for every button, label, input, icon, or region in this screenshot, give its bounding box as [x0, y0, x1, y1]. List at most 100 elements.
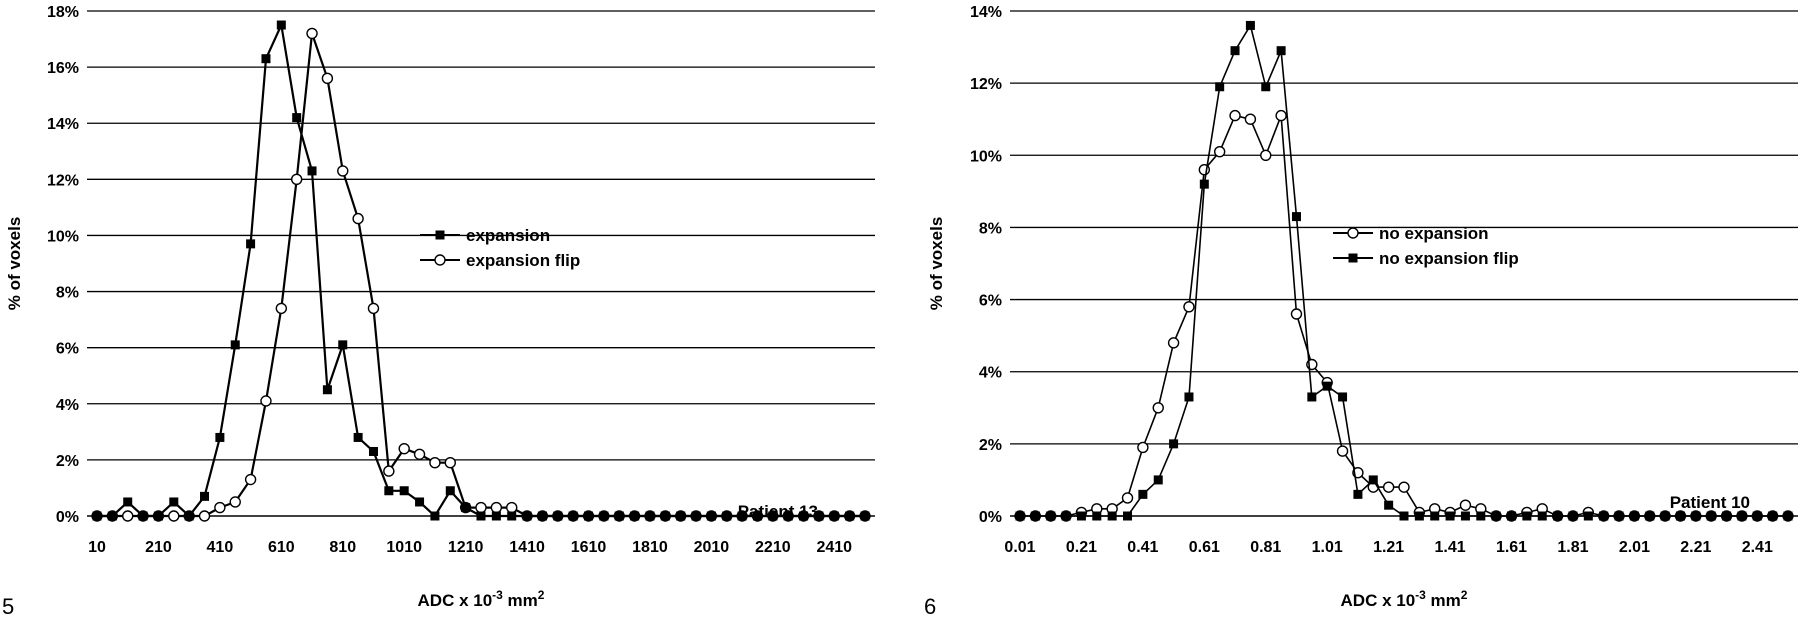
data-point: [1583, 511, 1593, 521]
legend-entry: no expansion flip: [1333, 249, 1519, 268]
data-point: [1260, 149, 1272, 161]
y-tick-label: 2%: [56, 453, 79, 470]
data-point: [476, 511, 486, 521]
data-point: [399, 486, 409, 496]
data-point: [1737, 511, 1747, 521]
data-point: [722, 511, 732, 521]
data-point: [383, 465, 395, 477]
x-tick-label: 1.01: [1312, 539, 1343, 556]
data-point: [737, 511, 747, 521]
x-tick-label: 1.81: [1557, 539, 1588, 556]
data-point: [1107, 511, 1117, 521]
data-point: [1384, 500, 1394, 510]
data-point: [584, 511, 594, 521]
data-point: [260, 395, 272, 407]
y-axis-title: % of voxels: [927, 217, 946, 311]
data-point: [783, 511, 793, 521]
y-tick-label: 0%: [979, 509, 1002, 526]
data-point: [384, 486, 394, 496]
y-tick-label: 4%: [979, 365, 1002, 382]
x-axis-title: ADC x 10-3 mm2: [418, 588, 545, 610]
data-point: [352, 212, 364, 225]
data-point: [1215, 82, 1225, 92]
data-point: [1476, 511, 1486, 521]
data-point: [491, 511, 501, 521]
data-point: [368, 446, 378, 456]
data-point: [307, 166, 317, 176]
data-point: [1660, 511, 1670, 521]
data-point: [1382, 481, 1395, 493]
data-point: [845, 511, 855, 521]
data-point: [706, 511, 716, 521]
data-point: [614, 511, 624, 521]
y-axis-title: % of voxels: [5, 217, 24, 311]
x-tick-label: 0.21: [1066, 539, 1097, 556]
y-tick-label: 12%: [970, 76, 1002, 93]
data-point: [1213, 145, 1226, 158]
data-point: [1153, 475, 1163, 485]
data-point: [353, 432, 363, 442]
data-point: [1522, 511, 1532, 521]
data-point: [1368, 475, 1378, 485]
series-no-expansion: [1014, 109, 1794, 522]
x-tick-label: 1.21: [1373, 539, 1404, 556]
y-tick-label: 14%: [47, 116, 79, 133]
x-tick-label: 0.01: [1004, 539, 1035, 556]
data-point: [1645, 511, 1655, 521]
series-line: [1020, 114, 1788, 517]
data-point: [1290, 308, 1303, 320]
x-tick-label: 1810: [632, 539, 668, 556]
data-point: [490, 501, 503, 514]
data-point: [1230, 46, 1240, 56]
data-point: [799, 511, 809, 521]
data-point: [1276, 46, 1286, 56]
data-point: [1291, 212, 1301, 222]
data-point: [1046, 511, 1056, 521]
x-tick-label: 2410: [816, 539, 852, 556]
data-point: [290, 173, 303, 186]
data-point: [1076, 511, 1086, 521]
data-point: [522, 511, 532, 521]
data-point: [1307, 392, 1317, 402]
data-point: [306, 27, 318, 40]
legend-marker: [434, 254, 446, 266]
y-tick-label: 2%: [979, 437, 1002, 454]
data-point: [814, 511, 824, 521]
x-tick-label: 2.01: [1619, 539, 1650, 556]
legend-entry: expansion flip: [420, 251, 580, 270]
data-point: [321, 72, 334, 85]
y-tick-label: 8%: [979, 220, 1002, 237]
data-point: [275, 302, 288, 315]
data-point: [660, 511, 670, 521]
data-point: [1169, 439, 1179, 449]
y-tick-label: 6%: [979, 293, 1002, 310]
legend-marker: [1348, 253, 1358, 263]
x-tick-label: 410: [207, 539, 234, 556]
x-tick-label: 1.61: [1496, 539, 1527, 556]
y-tick-label: 12%: [47, 172, 79, 189]
legend-label: no expansion flip: [1379, 249, 1519, 268]
data-point: [398, 442, 410, 455]
data-point: [244, 473, 257, 486]
x-tick-label: 810: [329, 539, 356, 556]
data-point: [1675, 511, 1685, 521]
data-point: [691, 511, 701, 521]
y-tick-label: 18%: [47, 4, 79, 21]
data-point: [246, 239, 256, 249]
data-point: [122, 510, 134, 522]
data-point: [1184, 392, 1194, 402]
data-point: [1553, 511, 1563, 521]
data-point: [276, 20, 286, 30]
data-point: [1629, 511, 1639, 521]
y-tick-label: 4%: [56, 397, 79, 414]
data-point: [1061, 511, 1071, 521]
data-point: [1398, 481, 1410, 493]
data-point: [153, 511, 163, 521]
series-line: [97, 33, 865, 518]
data-point: [630, 511, 640, 521]
y-tick-label: 10%: [970, 148, 1002, 165]
data-point: [1353, 489, 1363, 499]
data-point: [752, 511, 762, 521]
data-point: [1507, 511, 1517, 521]
